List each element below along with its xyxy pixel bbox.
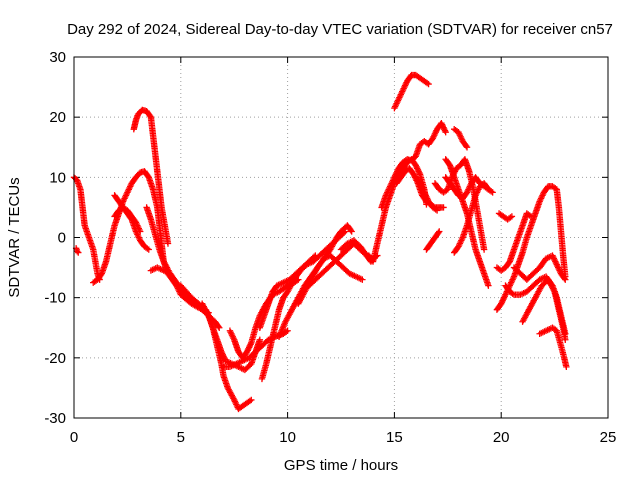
- data-point: [507, 214, 514, 221]
- series-arc-28: [451, 126, 471, 151]
- plot-frame: [73, 56, 609, 419]
- data-point: [485, 282, 492, 289]
- chart-title: Day 292 of 2024, Sidereal Day-to-day VTE…: [67, 21, 613, 38]
- x-tick-label: 15: [386, 429, 403, 446]
- series-arc-20: [378, 119, 449, 211]
- x-tick-label: 0: [70, 429, 78, 446]
- y-tick-label: -10: [44, 290, 66, 307]
- series-arc-32: [493, 210, 535, 274]
- data-point: [248, 396, 255, 404]
- y-tick-label: -20: [44, 350, 66, 367]
- series-arc-14: [256, 252, 319, 331]
- data-point: [246, 397, 254, 405]
- series-arc-33: [510, 252, 569, 283]
- data-point: [480, 246, 488, 253]
- data-point: [489, 189, 496, 196]
- x-tick-label: 10: [279, 429, 296, 446]
- series-arc-35: [519, 276, 569, 343]
- series-arc-16: [295, 252, 366, 307]
- x-tick-label: 5: [177, 429, 185, 446]
- data-point: [164, 240, 172, 247]
- y-axis-title: SDTVAR / TECUs: [6, 177, 23, 297]
- data-point: [146, 112, 154, 120]
- data-point: [425, 80, 432, 88]
- data-point: [423, 79, 431, 87]
- data-point: [488, 188, 495, 195]
- series-arc-21: [391, 71, 432, 112]
- tick-label-layer: 0 5 10 15 20 25 -30 -20 -10 0 10 20 30: [44, 49, 616, 446]
- series-arc-13: [258, 228, 349, 383]
- series-arc-29: [442, 174, 496, 202]
- data-point: [509, 290, 516, 297]
- data-point: [433, 207, 441, 214]
- x-tick-label: 25: [600, 429, 617, 446]
- data-point: [284, 327, 291, 334]
- data-point: [463, 144, 471, 151]
- y-tick-label: 0: [58, 230, 66, 247]
- data-point: [137, 228, 144, 235]
- data-point: [359, 276, 366, 283]
- x-axis-title: GPS time / hours: [284, 457, 398, 474]
- data-point: [145, 246, 152, 253]
- data-point: [347, 227, 355, 234]
- series-arc-36: [536, 324, 570, 371]
- series-arc-30: [493, 183, 569, 313]
- data-point: [312, 252, 319, 259]
- y-tick-label: 20: [49, 109, 66, 126]
- y-tick-label: 30: [49, 49, 66, 66]
- data-point: [526, 212, 533, 219]
- data-point: [440, 204, 447, 211]
- data-point: [561, 275, 568, 282]
- series-arc-7: [143, 204, 212, 316]
- data-point: [462, 142, 470, 150]
- data-point: [216, 324, 223, 331]
- series-arc-1: [70, 174, 103, 283]
- x-tick-label: 20: [493, 429, 510, 446]
- data-point: [436, 228, 443, 235]
- y-tick-label: 10: [49, 169, 66, 186]
- data-point: [256, 336, 264, 343]
- marker-layer: [70, 71, 570, 413]
- series-arc-23: [412, 174, 441, 214]
- data-point: [215, 323, 222, 330]
- data-point: [508, 213, 516, 220]
- data-point: [348, 228, 355, 235]
- data-point: [563, 363, 570, 371]
- data-point: [74, 248, 81, 255]
- data-point: [310, 253, 318, 260]
- series-arc-24: [423, 228, 443, 253]
- data-point: [527, 213, 535, 220]
- series-arc-31: [495, 210, 516, 223]
- y-tick-label: -30: [44, 410, 66, 427]
- series-arc-5: [111, 204, 144, 235]
- data-point: [562, 336, 569, 343]
- data-point: [562, 276, 569, 283]
- series-arc-6: [130, 106, 172, 247]
- series-arc-2: [72, 245, 82, 256]
- data-point: [75, 249, 82, 256]
- data-point: [144, 245, 151, 252]
- data-point: [435, 229, 442, 236]
- data-point: [432, 206, 439, 213]
- data-point: [442, 129, 449, 136]
